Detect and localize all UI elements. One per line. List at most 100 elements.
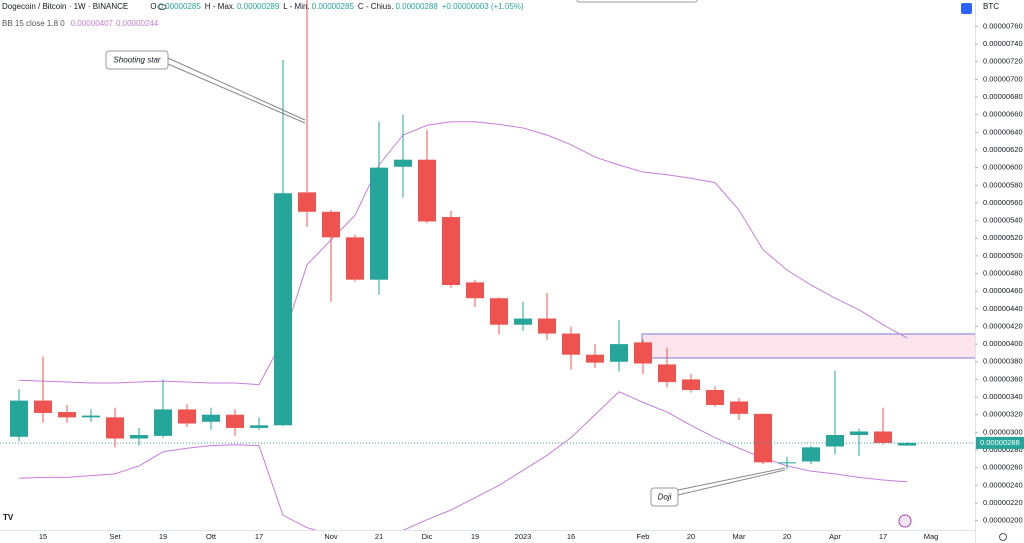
eye-icon[interactable] [157, 4, 167, 10]
candle-body [130, 435, 148, 439]
x-tick-label: 21 [375, 532, 383, 541]
annotation-box [105, 50, 169, 70]
x-tick-label: Dic [422, 532, 433, 541]
candle-body [178, 409, 196, 424]
y-tick-label: 0.00000660 [983, 110, 1023, 119]
candle-body [658, 364, 676, 383]
logo: TV [3, 513, 14, 522]
y-tick-label: 0.00000240 [983, 480, 1023, 489]
candle-body [562, 333, 580, 355]
candle-body [226, 414, 244, 428]
annotation-line [167, 63, 306, 124]
candle-body [586, 354, 604, 363]
candle-body [346, 237, 364, 280]
y-tick-label: 0.00000480 [983, 269, 1023, 278]
y-tick-label: 0.00000220 [983, 498, 1023, 507]
candle-body [730, 401, 748, 414]
currency-label[interactable]: BTC [983, 2, 999, 11]
y-tick-label: 0.00000460 [983, 286, 1023, 295]
candle-body [154, 409, 172, 436]
currency-icon[interactable] [961, 3, 972, 14]
ohlc-change: +0.00000003 (+1.05%) [442, 2, 524, 11]
candle-body [34, 400, 52, 413]
candle-body [202, 414, 220, 422]
y-tick-label: 0.00000380 [983, 357, 1023, 366]
annotation-text: Shooting star [113, 56, 160, 65]
y-tick-label: 0.00000280 [983, 445, 1023, 454]
last-price-label: 0.00000288 [980, 438, 1020, 447]
annotation-line [677, 469, 786, 496]
candle-body [394, 159, 412, 167]
x-tick-label: 20 [687, 532, 695, 541]
y-tick-label: 0.00000760 [983, 21, 1023, 30]
ohlc-label: O [150, 2, 156, 11]
candle-body [898, 442, 916, 446]
zone [641, 333, 975, 359]
candle-body [706, 390, 724, 405]
x-tick-label: 17 [879, 532, 887, 541]
candle-body [82, 415, 100, 418]
candle-body [418, 159, 436, 222]
candle-body [490, 298, 508, 325]
candle-body [466, 282, 484, 299]
candle-body [250, 425, 268, 428]
candle-body [514, 318, 532, 325]
x-tick-label: Mar [733, 532, 746, 541]
legend-header: Dogecoin / Bitcoin · 1W · BINANCE O 0.0000… [2, 2, 524, 11]
indicator-name: BB 15 close 1.8 0 [2, 19, 65, 28]
x-tick-label: 19 [471, 532, 479, 541]
indicator-value: 0.00000407 [71, 19, 114, 28]
settings-icon[interactable] [999, 533, 1007, 541]
indicator-legend: BB 15 close 1.8 0 0.00000407 0.00000244 [2, 19, 159, 28]
candle-body [274, 193, 292, 426]
ohlc-value: 0.00000289 [237, 2, 280, 11]
y-tick-label: 0.00000560 [983, 198, 1023, 207]
y-tick-label: 0.00000440 [983, 304, 1023, 313]
ohlc-label: C - Chius. [358, 2, 394, 11]
y-tick-label: 0.00000700 [983, 74, 1023, 83]
candle-body [634, 342, 652, 364]
annotation-text: Doji [658, 493, 672, 502]
x-tick-label: 2023 [515, 532, 532, 541]
candle-body [442, 217, 460, 285]
y-tick-label: 0.00000420 [983, 321, 1023, 330]
ohlc-value: 0.00000285 [159, 2, 202, 11]
ohlc-value: 0.00000288 [395, 2, 438, 11]
x-tick-label: 15 [39, 532, 47, 541]
y-tick-label: 0.00000680 [983, 92, 1023, 101]
x-tick-label: Nov [324, 532, 338, 541]
y-tick-label: 0.00000360 [983, 374, 1023, 383]
candle-body [610, 344, 628, 362]
candle-body [538, 318, 556, 334]
y-tick-label: 0.00000520 [983, 233, 1023, 242]
x-tick-label: Set [109, 532, 121, 541]
y-tick-label: 0.00000500 [983, 251, 1023, 260]
candle-body [298, 192, 316, 212]
y-tick-label: 0.00000400 [983, 339, 1023, 348]
note-box [576, 0, 698, 3]
candle-body [802, 447, 820, 462]
y-tick-label: 0.00000620 [983, 145, 1023, 154]
candle-body [850, 431, 868, 435]
annotation-line [167, 57, 306, 121]
y-tick-label: 0.00000540 [983, 216, 1023, 225]
x-tick-label: 19 [159, 532, 167, 541]
bollinger-upper [18, 121, 908, 386]
alert-icon[interactable] [898, 514, 912, 528]
y-tick-label: 0.00000740 [983, 39, 1023, 48]
candle-body [370, 167, 388, 280]
y-tick-label: 0.00000200 [983, 516, 1023, 525]
annotation-line [677, 467, 786, 491]
candle-body [106, 417, 124, 439]
candle-body [826, 435, 844, 447]
candle-body [58, 412, 76, 418]
plot-area [0, 0, 975, 530]
y-tick-label: 0.00000580 [983, 180, 1023, 189]
x-tick-label: Ott [206, 532, 217, 541]
x-tick-label: 20 [783, 532, 791, 541]
ohlc-value: 0.00000285 [312, 2, 355, 11]
y-tick-label: 0.00000600 [983, 163, 1023, 172]
ohlc-label: L - Min. [283, 2, 309, 11]
